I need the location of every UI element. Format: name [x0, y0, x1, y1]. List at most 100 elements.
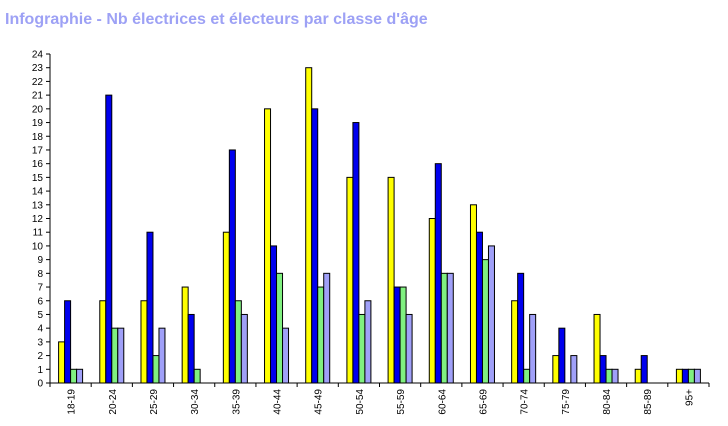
y-tick-label: 19	[32, 118, 44, 129]
bar-20-24-s2	[105, 94, 113, 384]
bar-80-84-s4	[611, 368, 619, 384]
y-tick-label: 15	[32, 173, 44, 184]
x-tick-label: 70-74	[520, 389, 531, 415]
bar-50-54-s2	[352, 122, 360, 384]
y-tick-label: 9	[37, 255, 43, 266]
bar-18-19-s1	[58, 341, 66, 384]
bar-60-64-s1	[428, 218, 436, 384]
bar-30-34-s3	[193, 368, 201, 384]
bar-45-49-s1	[305, 67, 313, 384]
bar-70-74-s3	[523, 368, 531, 384]
bar-60-64-s2	[434, 163, 442, 384]
bar-75-79-s2	[558, 327, 566, 384]
x-tick-label: 20-24	[108, 389, 119, 415]
chart-title: Infographie - Nb électrices et électeurs…	[5, 11, 428, 28]
y-tick-label: 13	[32, 200, 44, 211]
y-tick-label: 12	[32, 214, 44, 225]
bar-18-19-s3	[70, 368, 78, 384]
y-tick-label: 17	[32, 145, 44, 156]
bar-35-39-s2	[228, 149, 236, 384]
x-tick-label: 85-89	[643, 389, 654, 415]
bar-60-64-s4	[446, 272, 454, 384]
y-tick-label: 20	[32, 104, 44, 115]
y-tick-label: 18	[32, 132, 44, 143]
x-tick-label: 60-64	[437, 389, 448, 415]
bar-85-89-s1	[634, 368, 642, 384]
y-tick-label: 8	[37, 269, 43, 280]
bar-55-59-s3	[399, 286, 407, 384]
bar-30-34-s1	[181, 286, 189, 384]
bar-18-19-s2	[64, 300, 72, 384]
bar-40-44-s4	[282, 327, 290, 384]
x-tick-label: 40-44	[273, 389, 284, 415]
bar-20-24-s1	[99, 300, 107, 384]
bar-50-54-s4	[364, 300, 372, 384]
y-tick-label: 10	[32, 241, 44, 252]
y-tick-label: 22	[32, 77, 44, 88]
bar-35-39-s3	[234, 300, 242, 384]
bar-95+-s3	[687, 368, 695, 384]
x-tick-label: 55-59	[396, 389, 407, 415]
bar-75-79-s1	[552, 355, 560, 384]
x-tick-label: 50-54	[355, 389, 366, 415]
bar-40-44-s1	[264, 108, 272, 384]
y-tick-label: 7	[37, 283, 43, 294]
bar-95+-s4	[693, 368, 701, 384]
bar-70-74-s4	[529, 313, 537, 384]
y-tick-label: 2	[37, 351, 43, 362]
bar-40-44-s3	[276, 272, 284, 384]
y-tick-label: 11	[33, 228, 44, 239]
y-tick-label: 23	[32, 63, 44, 74]
bar-95+-s2	[681, 368, 689, 384]
bar-35-39-s4	[240, 313, 248, 384]
x-tick-label: 65-69	[478, 389, 489, 415]
y-tick-label: 3	[37, 337, 43, 348]
x-tick-label: 45-49	[314, 389, 325, 415]
bar-45-49-s4	[323, 272, 331, 384]
bar-70-74-s1	[511, 300, 519, 384]
bar-55-59-s2	[393, 286, 401, 384]
x-tick-label: 75-79	[561, 389, 572, 415]
x-tick-label: 95+	[684, 389, 695, 406]
x-tick-label: 25-29	[149, 389, 160, 415]
bar-55-59-s4	[405, 313, 413, 384]
bar-80-84-s3	[605, 368, 613, 384]
bar-75-79-s4	[570, 355, 578, 384]
bar-95+-s1	[675, 368, 683, 384]
bar-25-29-s4	[158, 327, 166, 384]
bar-25-29-s2	[146, 231, 154, 384]
bar-50-54-s1	[346, 176, 354, 384]
bar-35-39-s1	[222, 231, 230, 384]
y-tick-label: 14	[32, 187, 44, 198]
bar-20-24-s4	[117, 327, 125, 384]
y-tick-label: 24	[32, 50, 44, 61]
x-tick-label: 80-84	[602, 389, 613, 415]
bar-60-64-s3	[440, 272, 448, 384]
bar-45-49-s2	[311, 108, 319, 384]
bar-65-69-s4	[487, 245, 495, 384]
bar-70-74-s2	[517, 272, 525, 384]
bar-20-24-s3	[111, 327, 119, 384]
x-tick-label: 30-34	[190, 389, 201, 415]
x-tick-label: 35-39	[231, 389, 242, 415]
y-tick-label: 1	[37, 365, 43, 376]
bar-80-84-s2	[599, 355, 607, 384]
bar-50-54-s3	[358, 313, 366, 384]
y-tick-label: 4	[37, 324, 43, 335]
y-tick-label: 5	[37, 310, 43, 321]
bar-65-69-s3	[481, 259, 489, 384]
y-tick-label: 16	[32, 159, 44, 170]
bar-25-29-s3	[152, 355, 160, 384]
bar-30-34-s2	[187, 313, 195, 384]
bar-80-84-s1	[593, 313, 601, 384]
bar-18-19-s4	[76, 368, 84, 384]
bar-40-44-s2	[270, 245, 278, 384]
bar-45-49-s3	[317, 286, 325, 384]
y-tick-label: 21	[32, 91, 44, 102]
bar-25-29-s1	[140, 300, 148, 384]
bar-65-69-s2	[475, 231, 483, 384]
bar-85-89-s2	[640, 355, 648, 384]
bar-55-59-s1	[387, 176, 395, 384]
x-tick-label: 18-19	[67, 389, 78, 415]
